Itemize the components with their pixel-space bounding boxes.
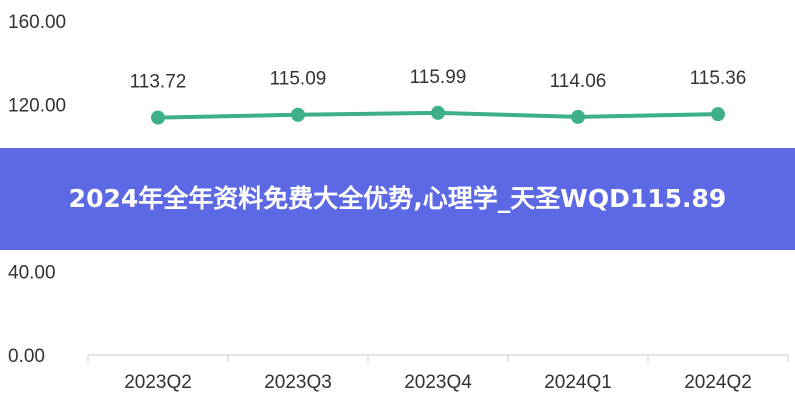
data-label: 115.36 xyxy=(690,68,747,89)
y-tick-label: 120.00 xyxy=(8,96,66,117)
title-banner: 2024年全年资料免费大全优势,心理学_天圣WQD115.89 xyxy=(0,148,795,250)
x-tick-label: 2024Q1 xyxy=(544,372,612,393)
data-label: 114.06 xyxy=(550,71,607,92)
data-point xyxy=(151,110,165,125)
data-point xyxy=(711,107,725,122)
x-tick-label: 2023Q3 xyxy=(264,372,332,393)
y-tick-label: 40.00 xyxy=(8,263,56,284)
data-point xyxy=(571,109,585,124)
x-tick-label: 2023Q2 xyxy=(124,372,192,393)
y-tick-label: 160.00 xyxy=(8,12,66,33)
data-label: 113.72 xyxy=(130,72,187,93)
data-point xyxy=(291,107,305,122)
data-point xyxy=(431,105,445,120)
x-tick-label: 2024Q2 xyxy=(684,372,752,393)
data-label: 115.09 xyxy=(270,69,327,90)
data-label: 115.99 xyxy=(410,67,467,88)
y-tick-label: 0.00 xyxy=(8,346,45,367)
x-tick-label: 2023Q4 xyxy=(404,372,472,393)
